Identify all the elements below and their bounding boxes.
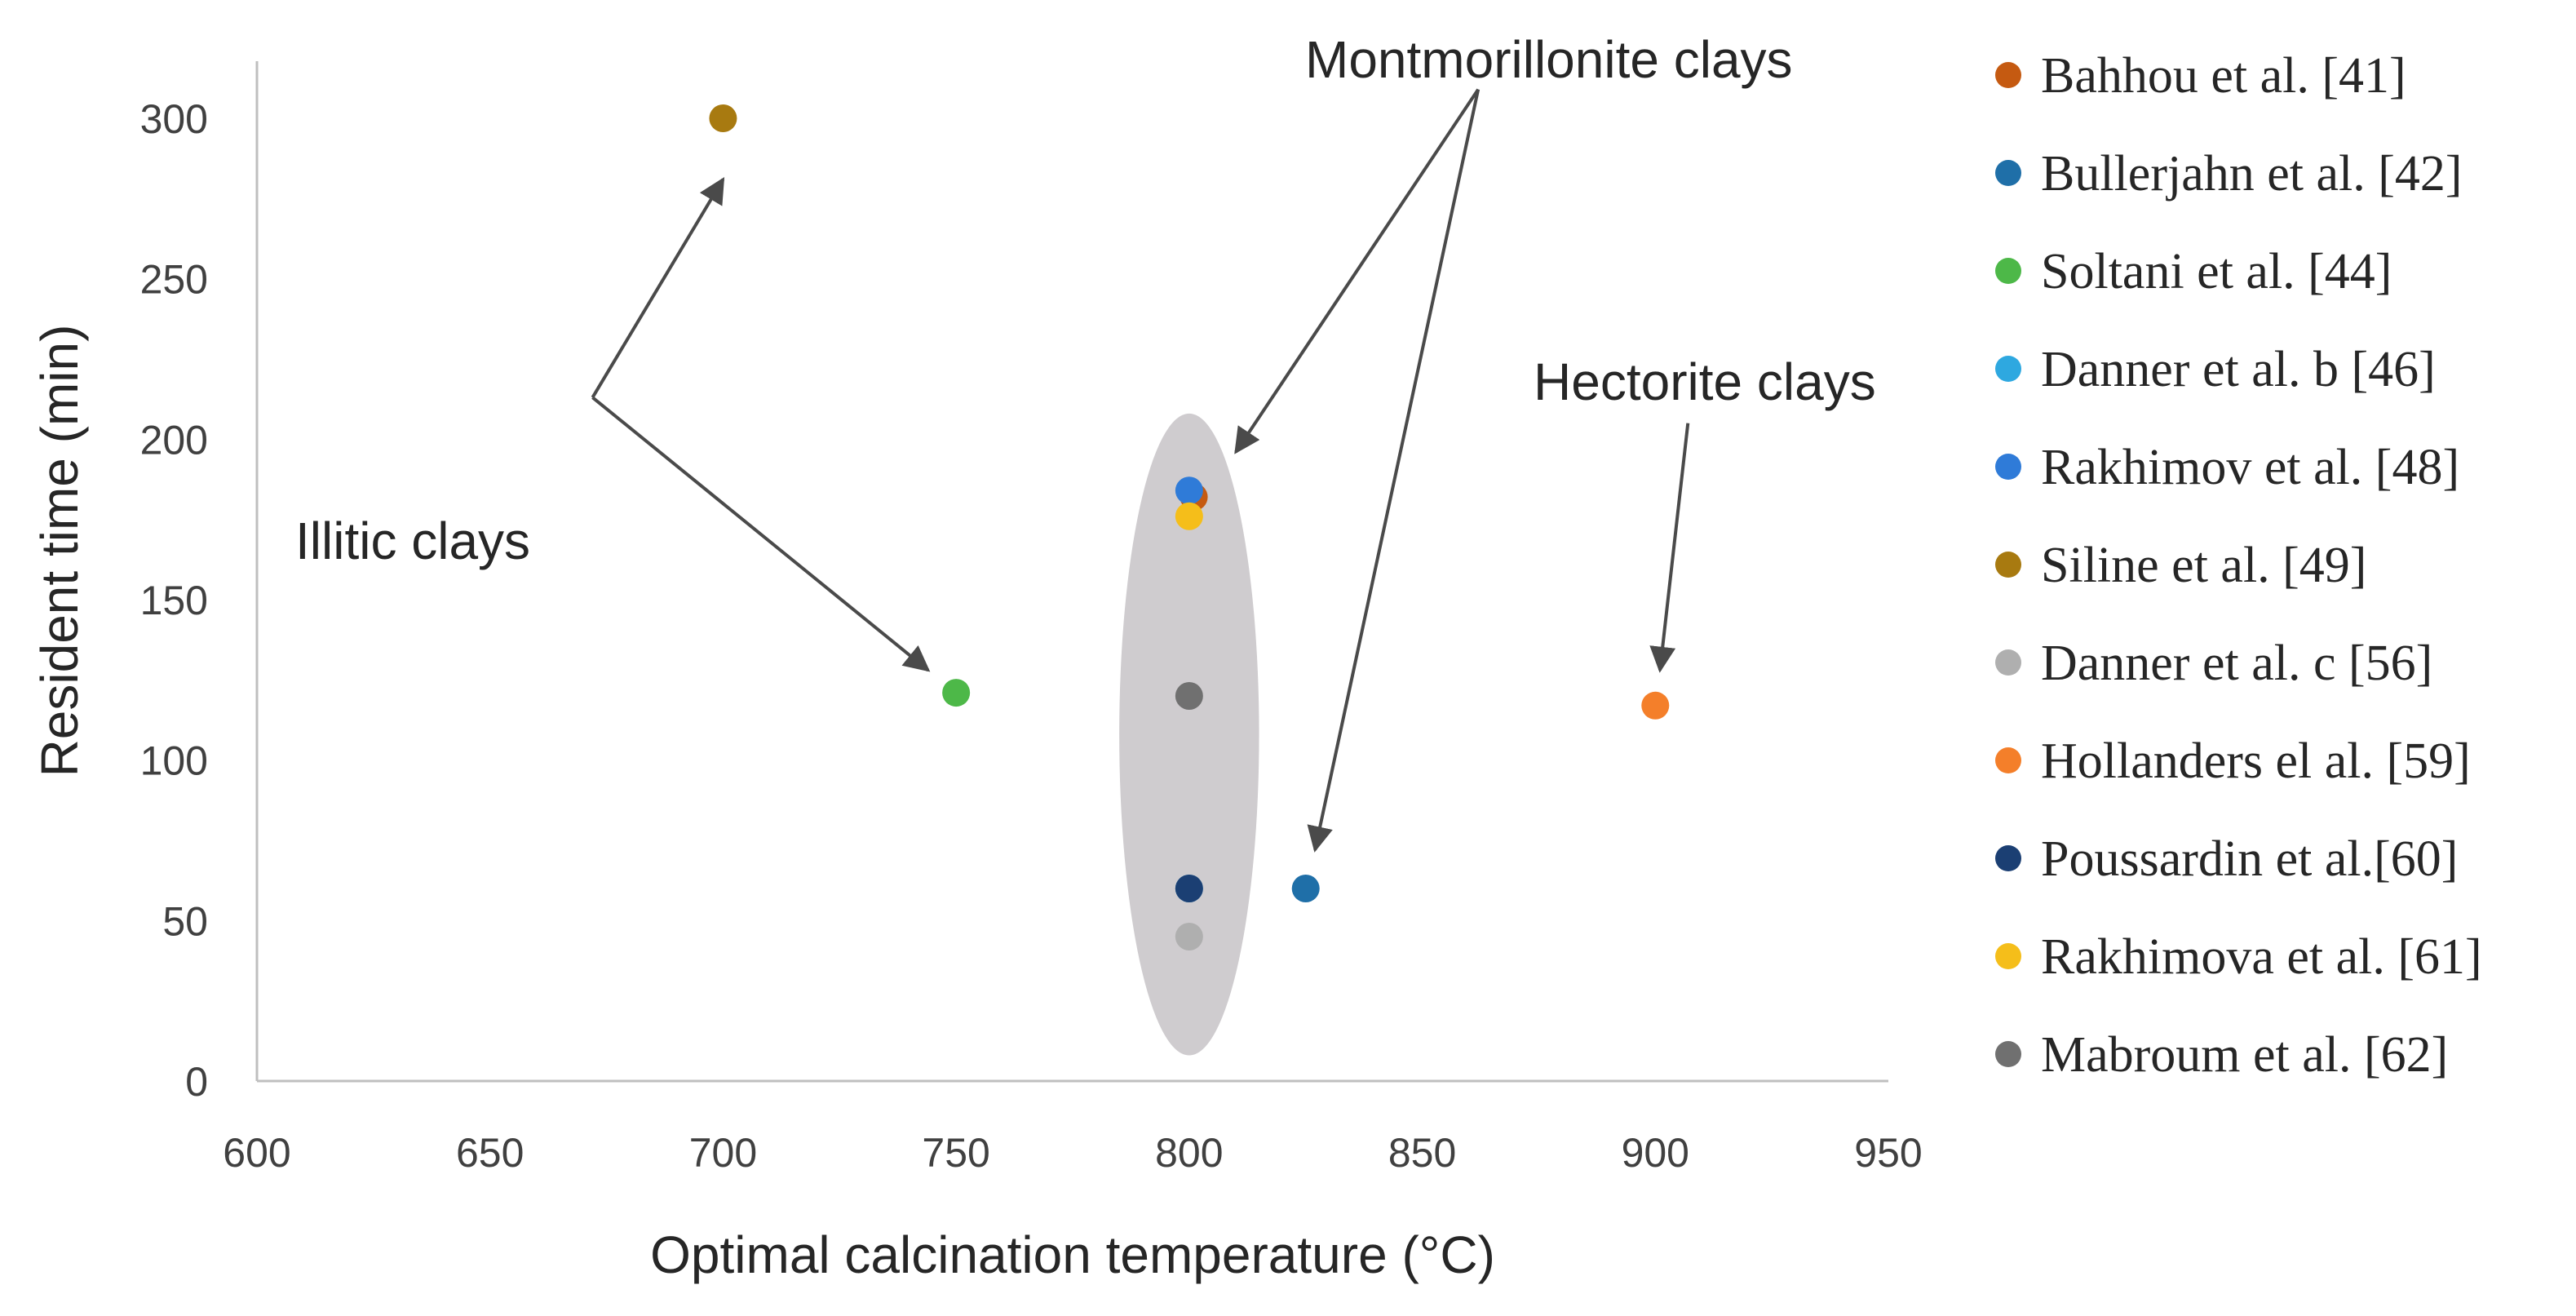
- legend-marker: [1995, 845, 2021, 871]
- y-tick-label: 250: [140, 257, 208, 303]
- legend-label: Mabroum et al. [62]: [2041, 1027, 2448, 1083]
- data-point: [1175, 502, 1203, 530]
- legend-label: Soltani et al. [44]: [2041, 244, 2392, 299]
- illitic-arrow-lower: [591, 396, 931, 672]
- data-point: [1175, 923, 1203, 950]
- legend-marker: [1995, 943, 2021, 969]
- legend-label: Bullerjahn et al. [42]: [2041, 146, 2463, 202]
- y-tick-label: 50: [162, 898, 208, 944]
- y-tick-label: 0: [185, 1059, 208, 1105]
- data-point: [1175, 476, 1203, 505]
- x-tick-label: 650: [456, 1130, 524, 1176]
- legend-marker: [1995, 62, 2021, 88]
- highlight-ellipse: [1119, 413, 1259, 1056]
- data-point: [1175, 682, 1203, 710]
- illitic-clays-label: Illitic clays: [295, 512, 530, 570]
- legend-label: Hollanders el al. [59]: [2041, 733, 2471, 789]
- x-axis-title: Optimal calcination temperature (°C): [650, 1225, 1495, 1284]
- y-tick-label: 150: [140, 578, 208, 623]
- legend-marker: [1995, 258, 2021, 284]
- data-point: [1641, 691, 1670, 720]
- x-tick-label: 900: [1622, 1130, 1689, 1176]
- y-tick-label: 300: [140, 96, 208, 142]
- illitic-arrow-upper: [591, 176, 725, 399]
- x-tick-label: 750: [922, 1130, 989, 1176]
- data-point: [1175, 875, 1203, 902]
- legend-label: Poussardin et al.[60]: [2041, 831, 2458, 887]
- x-tick-label: 700: [689, 1130, 757, 1176]
- x-tick-label: 600: [223, 1130, 290, 1176]
- legend-label: Bahhou et al. [41]: [2041, 48, 2406, 104]
- x-tick-label: 800: [1155, 1130, 1223, 1176]
- hectorite-arrow: [1649, 423, 1690, 673]
- data-point: [709, 104, 737, 132]
- data-point: [942, 679, 971, 707]
- y-tick-label: 200: [140, 417, 208, 463]
- y-axis-title: Resident time (min): [30, 325, 89, 778]
- legend-label: Rakhimova et al. [61]: [2041, 929, 2482, 985]
- montmorillonite-clays-label: Montmorillonite clays: [1305, 30, 1793, 89]
- montmorillonite-arrow-point: [1307, 89, 1481, 853]
- legend-marker: [1995, 454, 2021, 480]
- legend-marker: [1995, 356, 2021, 382]
- legend-marker: [1995, 649, 2021, 676]
- legend-marker: [1995, 160, 2021, 186]
- legend-marker: [1995, 747, 2021, 773]
- data-point: [1291, 875, 1320, 902]
- legend-label: Danner et al. b [46]: [2041, 342, 2436, 397]
- hectorite-clays-label: Hectorite clays: [1534, 352, 1876, 411]
- legend-label: Siline et al. [49]: [2041, 538, 2366, 593]
- montmorillonite-arrow-ellipse: [1234, 88, 1480, 454]
- y-tick-label: 100: [140, 738, 208, 784]
- legend-label: Rakhimov et al. [48]: [2041, 440, 2459, 495]
- legend-label: Danner et al. c [56]: [2041, 636, 2432, 691]
- x-tick-label: 850: [1388, 1130, 1456, 1176]
- legend-marker: [1995, 1041, 2021, 1067]
- legend-marker: [1995, 552, 2021, 578]
- x-tick-label: 950: [1854, 1130, 1922, 1176]
